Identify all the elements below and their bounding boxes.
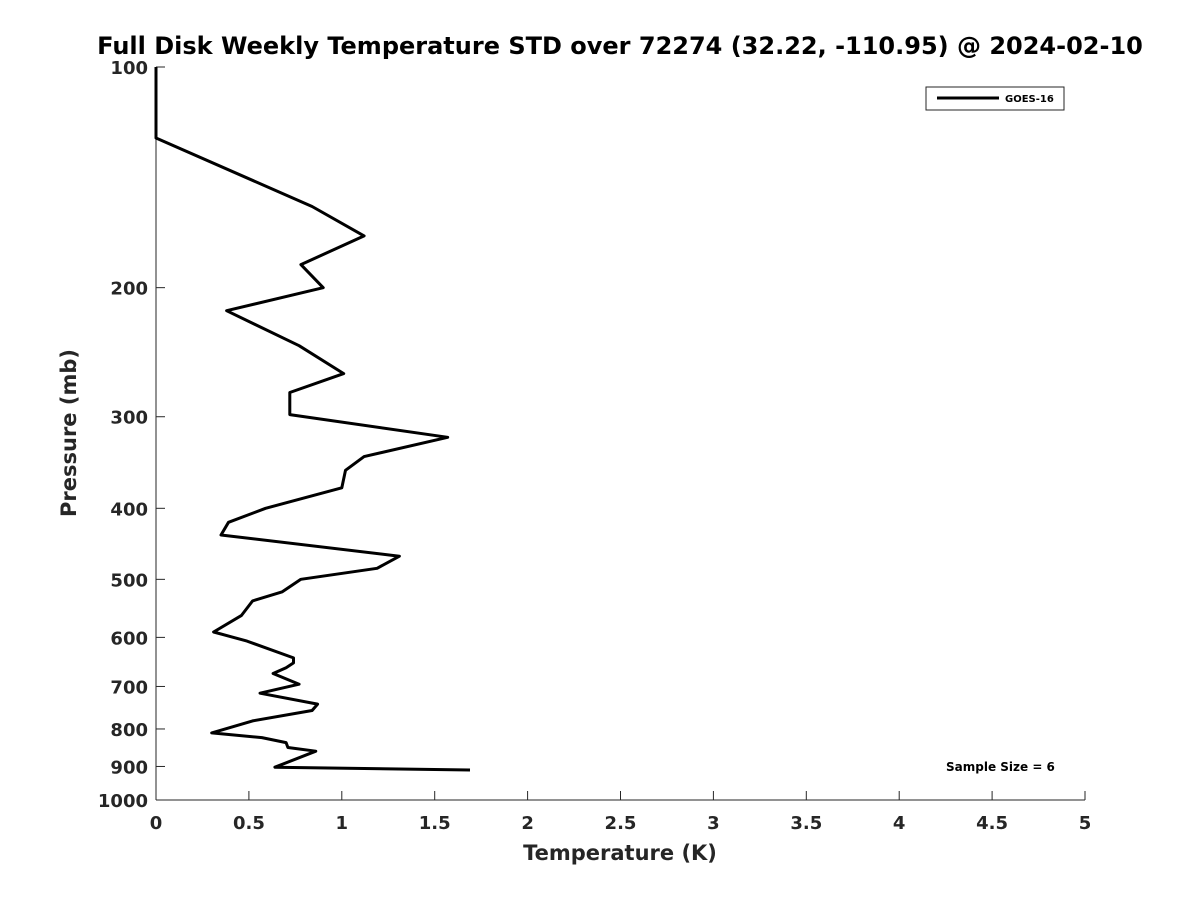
y-tick-label: 600 [110,628,148,649]
y-tick-label: 800 [110,720,148,741]
x-tick-label: 1.5 [419,813,451,834]
x-tick-label: 3.5 [790,813,822,834]
y-tick-label: 500 [110,570,148,591]
x-tick-label: 0 [150,813,163,834]
x-tick-label: 2.5 [605,813,637,834]
series-group [154,67,471,772]
x-tick-label: 4 [893,813,906,834]
y-tick-label: 900 [110,757,148,778]
y-tick-label: 400 [110,499,148,520]
y-tick-label: 1000 [98,791,148,812]
y-tick-label: 200 [110,279,148,300]
x-tick-label: 1 [336,813,349,834]
x-tick-label: 2 [521,813,534,834]
x-axis-label: Temperature (K) [523,841,717,865]
legend: GOES-16 [925,86,1065,111]
x-tick-label: 5 [1079,813,1092,834]
x-tick-label: 3 [707,813,720,834]
x-tick-label: 0.5 [233,813,265,834]
x-tick-label: 4.5 [976,813,1008,834]
chart-title: Full Disk Weekly Temperature STD over 72… [97,32,1143,60]
y-tick-label: 100 [110,58,148,79]
plot-axes [155,67,1085,801]
y-tick-label: 300 [110,408,148,429]
x-ticks: 0 0.5 1 1.5 2 2.5 3 3.5 4 4.5 5 [150,791,1092,834]
y-ticks: 100 200 300 400 500 600 700 800 900 1000 [98,58,165,812]
series-line-goes-16 [154,67,471,772]
legend-label-goes-16: GOES-16 [1005,94,1054,105]
y-axis-label: Pressure (mb) [57,349,81,517]
y-tick-label: 700 [110,677,148,698]
sample-size-annotation: Sample Size = 6 [946,760,1055,774]
